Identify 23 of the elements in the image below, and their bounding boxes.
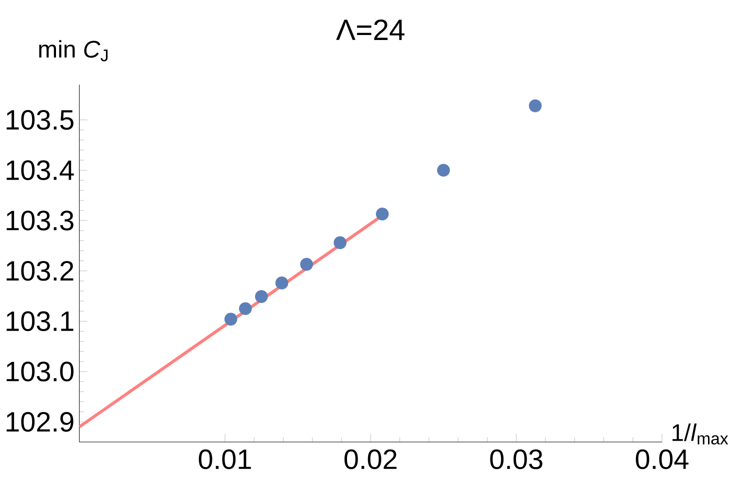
x-axis-title: 1/l$_{max}$	[672, 423, 728, 444]
point	[437, 164, 450, 177]
y-tick-label: 102.9	[6, 412, 74, 432]
x-tick-label: 0.01	[198, 449, 251, 470]
point	[275, 276, 288, 290]
x-tick-label: 0.02	[344, 449, 396, 470]
x-tick-label: 0.03	[490, 449, 542, 470]
y-tick-label: 103.0	[6, 362, 74, 382]
x-tick-label: 0.04	[636, 449, 688, 470]
point	[334, 236, 346, 250]
point	[300, 258, 313, 271]
y-tick-label: 103.5	[6, 110, 74, 130]
point	[238, 302, 252, 316]
y-tick-label: 103.3	[6, 210, 74, 230]
y-axis-title: min C$_{J}$	[39, 40, 108, 62]
point	[376, 208, 389, 220]
chart-title: Λ=24	[336, 19, 404, 40]
y-tick-label: 103.2	[6, 260, 74, 281]
y-tick-label: 103.4	[6, 160, 74, 180]
point	[528, 99, 542, 112]
y-tick-label: 103.1	[6, 311, 74, 332]
point	[255, 290, 268, 303]
point	[224, 312, 238, 326]
